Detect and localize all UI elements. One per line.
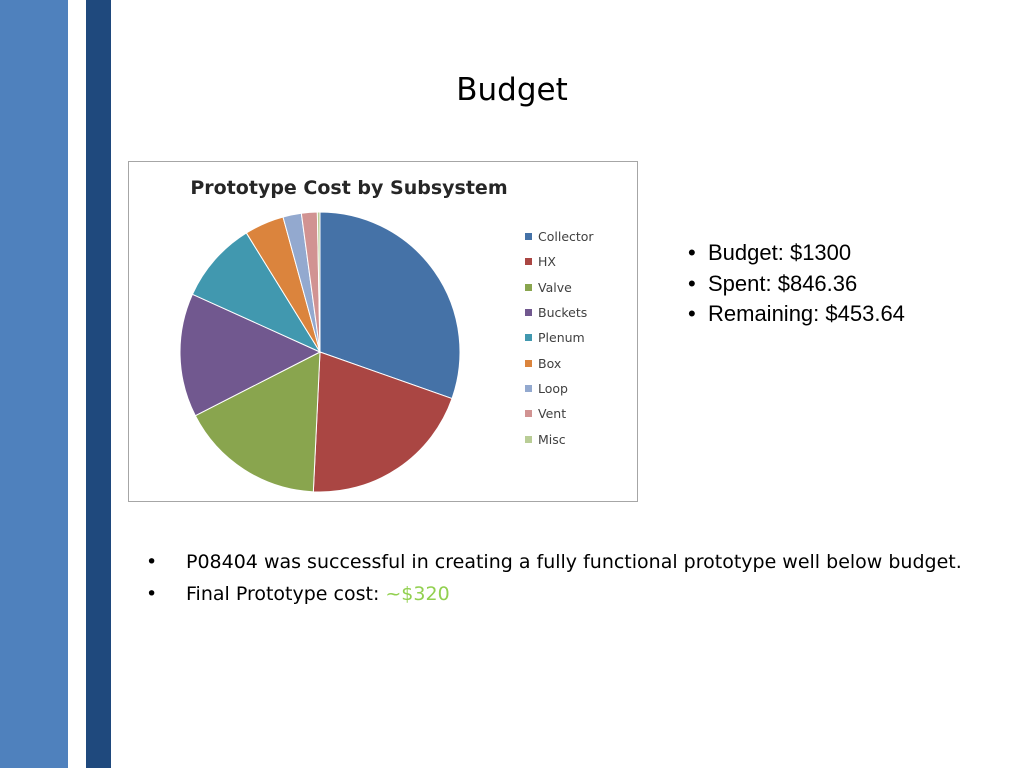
legend-swatch — [525, 258, 532, 266]
pie-slice-collector — [319, 211, 461, 400]
pie-slice-buckets — [179, 293, 322, 417]
bullet: • — [688, 240, 696, 265]
legend-swatch — [525, 359, 532, 367]
left-band-dark — [86, 0, 111, 768]
summary-notes: • P08404 was successful in creating a fu… — [146, 548, 1006, 612]
note-final-cost-text: Final Prototype cost: — [186, 583, 386, 605]
note-final-cost: • Final Prototype cost: ~$320 — [146, 580, 1006, 608]
legend-swatch — [525, 384, 532, 392]
pie-slice-plenum — [191, 232, 322, 354]
stat-remaining-text: Remaining: $453.64 — [708, 301, 905, 326]
legend-item-hx: HX — [525, 249, 635, 274]
note-success: • P08404 was successful in creating a fu… — [146, 548, 1006, 576]
note-final-cost-line: Final Prototype cost: ~$320 — [186, 580, 1006, 608]
bullet: • — [146, 583, 158, 605]
legend-swatch — [525, 410, 532, 418]
left-band-light — [0, 0, 68, 768]
stat-budget: • Budget: $1300 — [688, 238, 905, 269]
legend-swatch — [525, 309, 532, 317]
legend-item-loop: Loop — [525, 376, 635, 401]
pie-slice-hx — [312, 351, 453, 493]
legend-label: Collector — [538, 229, 594, 245]
stat-remaining: • Remaining: $453.64 — [688, 299, 905, 330]
pie-chart: Prototype Cost by Subsystem Collector HX V… — [128, 161, 638, 502]
legend-item-valve: Valve — [525, 275, 635, 300]
stat-spent: • Spent: $846.36 — [688, 269, 905, 300]
legend-label: Misc — [538, 431, 566, 447]
legend-swatch — [525, 283, 532, 291]
bullet: • — [688, 301, 696, 326]
legend-item-collector: Collector — [525, 224, 635, 249]
legend-label: Loop — [538, 380, 568, 396]
legend-item-vent: Vent — [525, 401, 635, 426]
legend-swatch — [525, 334, 532, 342]
legend-swatch — [525, 233, 532, 241]
note-success-text: P08404 was successful in creating a full… — [186, 551, 962, 573]
legend-item-plenum: Plenum — [525, 325, 635, 350]
slide-title: Budget — [456, 72, 568, 108]
legend-swatch — [525, 435, 532, 443]
pie-slice-misc — [316, 211, 321, 353]
legend-label: Vent — [538, 406, 567, 422]
legend-label: Box — [538, 355, 562, 371]
legend-label: Plenum — [538, 330, 585, 346]
chart-legend: Collector HX Valve Buckets Plenum Box Loop Vent… — [525, 224, 635, 452]
legend-item-buckets: Buckets — [525, 300, 635, 325]
pie-chart-svg — [179, 211, 461, 493]
legend-label: HX — [538, 254, 556, 270]
bullet: • — [146, 551, 158, 573]
legend-item-misc: Misc — [525, 426, 635, 451]
pie-slice-valve — [194, 351, 321, 493]
chart-title: Prototype Cost by Subsystem — [190, 177, 508, 199]
final-cost-value: ~$320 — [385, 583, 450, 605]
stat-budget-text: Budget: $1300 — [708, 240, 852, 265]
stat-spent-text: Spent: $846.36 — [708, 270, 858, 296]
bullet: • — [688, 270, 696, 296]
budget-stats-list: • Budget: $1300 • Spent: $846.36 • Remainin… — [688, 238, 905, 330]
legend-label: Valve — [538, 279, 572, 295]
legend-label: Buckets — [538, 305, 588, 321]
legend-item-box: Box — [525, 350, 635, 375]
